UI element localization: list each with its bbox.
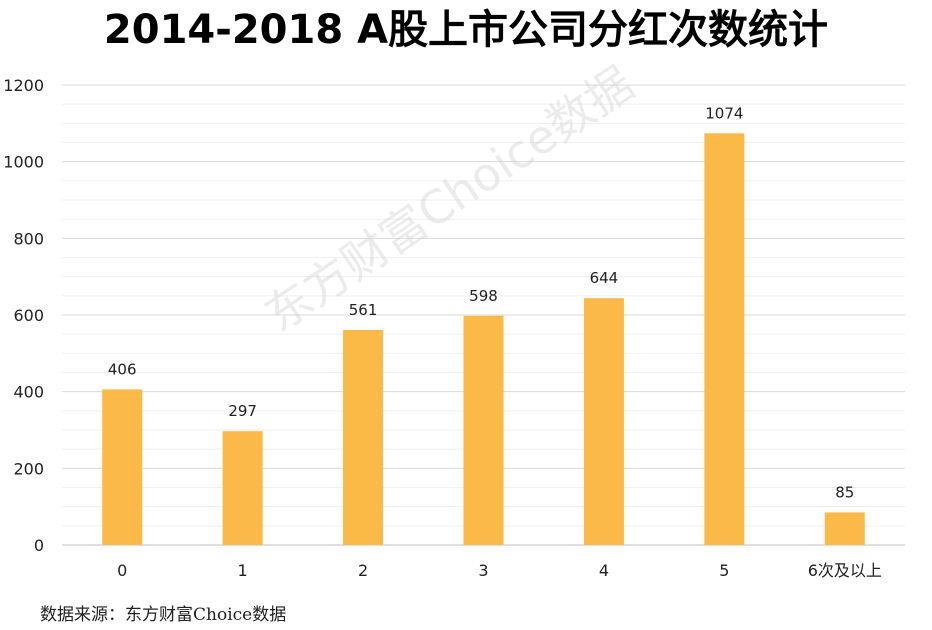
y-tick-label: 0 [34, 536, 44, 555]
x-tick-label: 5 [719, 561, 729, 580]
data-label: 598 [469, 287, 498, 305]
x-tick-label: 3 [478, 561, 488, 580]
data-label: 85 [835, 483, 854, 501]
bar [704, 133, 745, 546]
bar [102, 389, 143, 545]
y-tick-label: 200 [13, 459, 44, 478]
x-tick-label: 6次及以上 [808, 561, 882, 580]
data-label: 297 [228, 402, 257, 420]
bar [222, 431, 263, 545]
x-tick-label: 1 [238, 561, 248, 580]
bar [583, 298, 624, 545]
bar [343, 329, 384, 545]
data-label: 406 [108, 360, 137, 378]
data-label: 561 [349, 301, 378, 319]
x-tick-label: 0 [117, 561, 127, 580]
data-label: 1074 [705, 104, 743, 122]
y-tick-label: 600 [13, 306, 44, 325]
bar [824, 512, 865, 545]
x-tick-label: 4 [599, 561, 609, 580]
y-tick-label: 800 [13, 229, 44, 248]
bar [463, 315, 504, 545]
y-tick-label: 1200 [3, 76, 44, 95]
bar-chart: 0 200 400 600 800 1000 1200 406 0 297 1 561 2 598 3 644… [3, 76, 905, 580]
source-note: 数据来源：东方财富Choice数据 [40, 605, 287, 625]
data-label: 644 [590, 269, 619, 287]
chart-title: 2014-2018 A股上市公司分红次数统计 [103, 7, 829, 53]
x-tick-label: 2 [358, 561, 368, 580]
y-tick-label: 400 [13, 383, 44, 402]
y-tick-label: 1000 [3, 153, 44, 172]
